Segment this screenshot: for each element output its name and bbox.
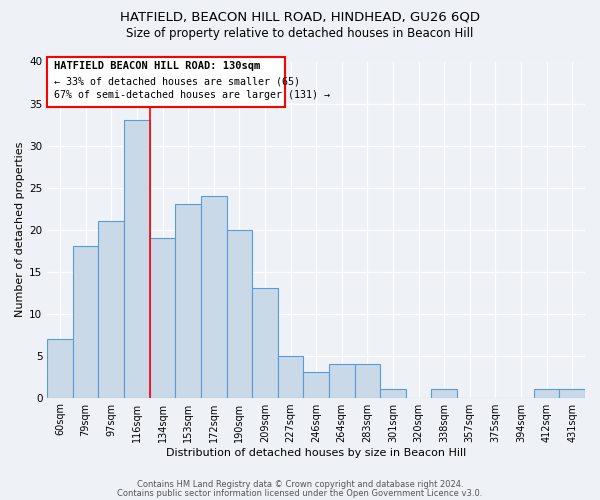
X-axis label: Distribution of detached houses by size in Beacon Hill: Distribution of detached houses by size … (166, 448, 466, 458)
Bar (355, 364, 380, 398)
Bar (431, 389, 457, 398)
Bar (252, 288, 278, 398)
Text: Size of property relative to detached houses in Beacon Hill: Size of property relative to detached ho… (127, 28, 473, 40)
Bar (380, 389, 406, 398)
Bar (124, 120, 150, 398)
Bar (175, 204, 201, 398)
Text: HATFIELD BEACON HILL ROAD: 130sqm: HATFIELD BEACON HILL ROAD: 130sqm (55, 62, 261, 72)
Text: HATFIELD, BEACON HILL ROAD, HINDHEAD, GU26 6QD: HATFIELD, BEACON HILL ROAD, HINDHEAD, GU… (120, 10, 480, 23)
Bar (304, 372, 329, 398)
Text: Contains public sector information licensed under the Open Government Licence v3: Contains public sector information licen… (118, 488, 482, 498)
Bar (227, 230, 252, 398)
Bar (201, 196, 227, 398)
Text: Contains HM Land Registry data © Crown copyright and database right 2024.: Contains HM Land Registry data © Crown c… (137, 480, 463, 489)
Bar (278, 356, 304, 398)
Bar (329, 364, 355, 398)
Bar (534, 389, 559, 398)
Text: 67% of semi-detached houses are larger (131) →: 67% of semi-detached houses are larger (… (55, 90, 331, 100)
Y-axis label: Number of detached properties: Number of detached properties (15, 142, 25, 317)
Bar (73, 246, 98, 398)
Text: ← 33% of detached houses are smaller (65): ← 33% of detached houses are smaller (65… (55, 76, 301, 86)
Bar (559, 389, 585, 398)
Bar (47, 339, 73, 398)
Bar (150, 238, 175, 398)
Bar (98, 221, 124, 398)
